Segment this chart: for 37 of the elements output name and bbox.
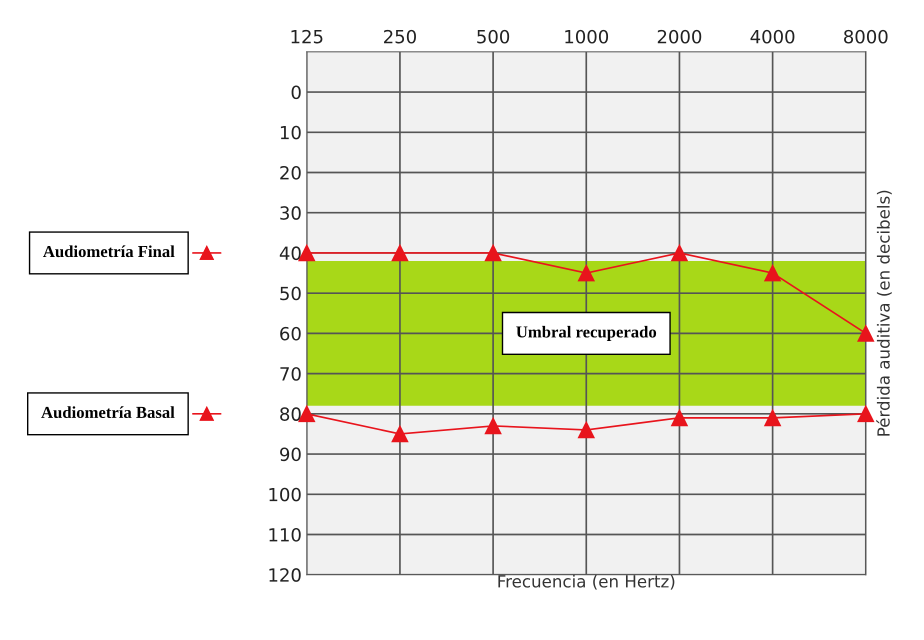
y-tick-label: 40 bbox=[280, 246, 301, 260]
point bbox=[857, 406, 874, 422]
y-tick-label: 90 bbox=[280, 448, 301, 462]
y-tick-label: 20 bbox=[280, 166, 301, 180]
x-tick-label: 2000 bbox=[658, 30, 702, 44]
y-axis-title: Pérdida auditiva (en decibels) bbox=[876, 190, 892, 436]
point bbox=[484, 244, 502, 262]
point bbox=[764, 410, 781, 426]
y-tick-label: 110 bbox=[269, 528, 301, 542]
y-tick-label: 120 bbox=[269, 568, 301, 582]
y-tick-label: 10 bbox=[280, 126, 301, 140]
legend-label: Audiometría Final bbox=[43, 245, 175, 258]
point bbox=[671, 244, 688, 262]
x-tick-label: 4000 bbox=[750, 30, 794, 44]
point bbox=[578, 264, 595, 282]
y-tick-label: 80 bbox=[280, 407, 301, 421]
x-tick-label: 250 bbox=[384, 30, 416, 44]
band-label: Umbral recuperado bbox=[516, 326, 656, 341]
y-tick-label: 50 bbox=[280, 286, 301, 300]
y-tick-label: 70 bbox=[280, 367, 301, 381]
x-tick-label: 8000 bbox=[844, 30, 888, 44]
y-tick-label: 60 bbox=[280, 326, 301, 341]
y-tick-label: 0 bbox=[292, 86, 301, 100]
point bbox=[392, 426, 408, 442]
legend-label: Audiometría Basal bbox=[41, 406, 175, 418]
point bbox=[392, 244, 408, 262]
y-tick-label: 30 bbox=[280, 206, 301, 220]
y-tick-label: 100 bbox=[269, 488, 301, 502]
point bbox=[671, 410, 688, 426]
point bbox=[578, 422, 595, 438]
point bbox=[857, 325, 874, 342]
x-tick-label: 500 bbox=[477, 30, 510, 44]
x-tick-label: 125 bbox=[292, 30, 322, 44]
point bbox=[764, 264, 781, 282]
x-axis-title: Frecuencia (en Hertz) bbox=[498, 574, 674, 590]
point bbox=[484, 418, 502, 434]
x-tick-label: 1000 bbox=[565, 30, 608, 44]
